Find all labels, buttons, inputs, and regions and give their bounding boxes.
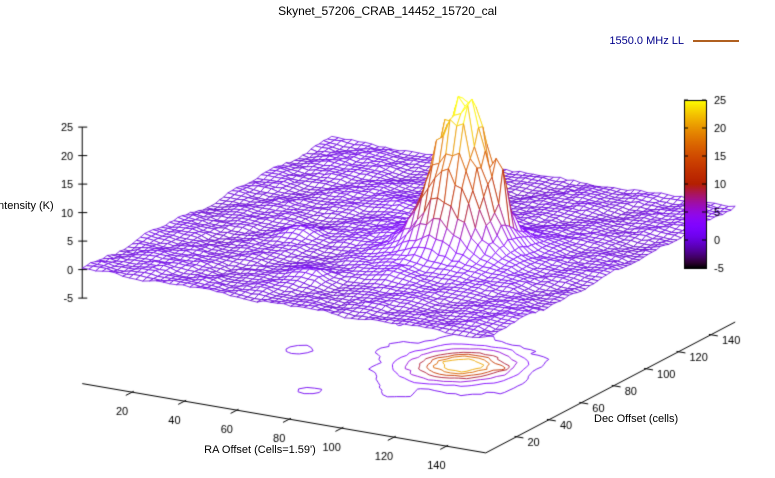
z-axis-label: Intensity (K) [0, 200, 54, 212]
legend-label: 1550.0 MHz LL [609, 35, 684, 47]
legend: 1550.0 MHz LL [609, 35, 739, 47]
x-axis-label: RA Offset (Cells=1.59') [204, 444, 316, 456]
y-axis-label: Dec Offset (cells) [594, 413, 679, 425]
legend-line-sample-icon [693, 40, 739, 42]
plot-title: Skynet_57206_CRAB_14452_15720_cal [278, 4, 497, 18]
